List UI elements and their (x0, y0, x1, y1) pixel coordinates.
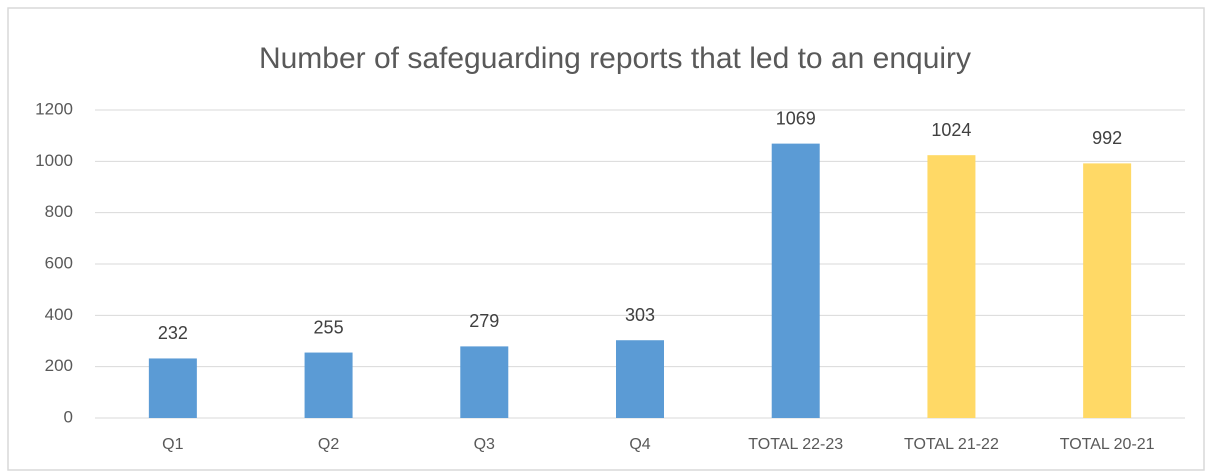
y-tick-label: 600 (45, 253, 73, 272)
y-tick-label: 0 (64, 407, 73, 426)
data-label: 232 (158, 323, 188, 343)
x-tick-label: TOTAL 22-23 (748, 436, 843, 453)
x-tick-label: TOTAL 21-22 (904, 436, 999, 453)
chart-border (7, 7, 1205, 471)
x-tick-label: Q2 (318, 436, 339, 453)
data-label: 1069 (776, 108, 816, 128)
data-label: 255 (314, 317, 344, 337)
y-tick-label: 800 (45, 202, 73, 221)
x-tick-label: Q4 (629, 436, 650, 453)
data-label: 1024 (931, 120, 971, 140)
bar (771, 143, 820, 418)
y-tick-label: 400 (45, 305, 73, 324)
data-label: 279 (469, 311, 499, 331)
bar (304, 352, 353, 418)
x-tick-label: Q1 (162, 436, 183, 453)
y-tick-label: 1200 (35, 99, 73, 118)
x-tick-label: TOTAL 20-21 (1060, 436, 1155, 453)
bar (1083, 163, 1132, 418)
y-tick-label: 200 (45, 356, 73, 375)
bar (148, 358, 197, 418)
data-label: 303 (625, 305, 655, 325)
bar (616, 340, 664, 418)
y-tick-label: 1000 (35, 151, 73, 170)
bar (927, 155, 976, 418)
data-label: 992 (1092, 128, 1122, 148)
x-tick-label: Q3 (474, 436, 495, 453)
chart-title: Number of safeguarding reports that led … (259, 42, 971, 75)
bar (460, 346, 509, 418)
